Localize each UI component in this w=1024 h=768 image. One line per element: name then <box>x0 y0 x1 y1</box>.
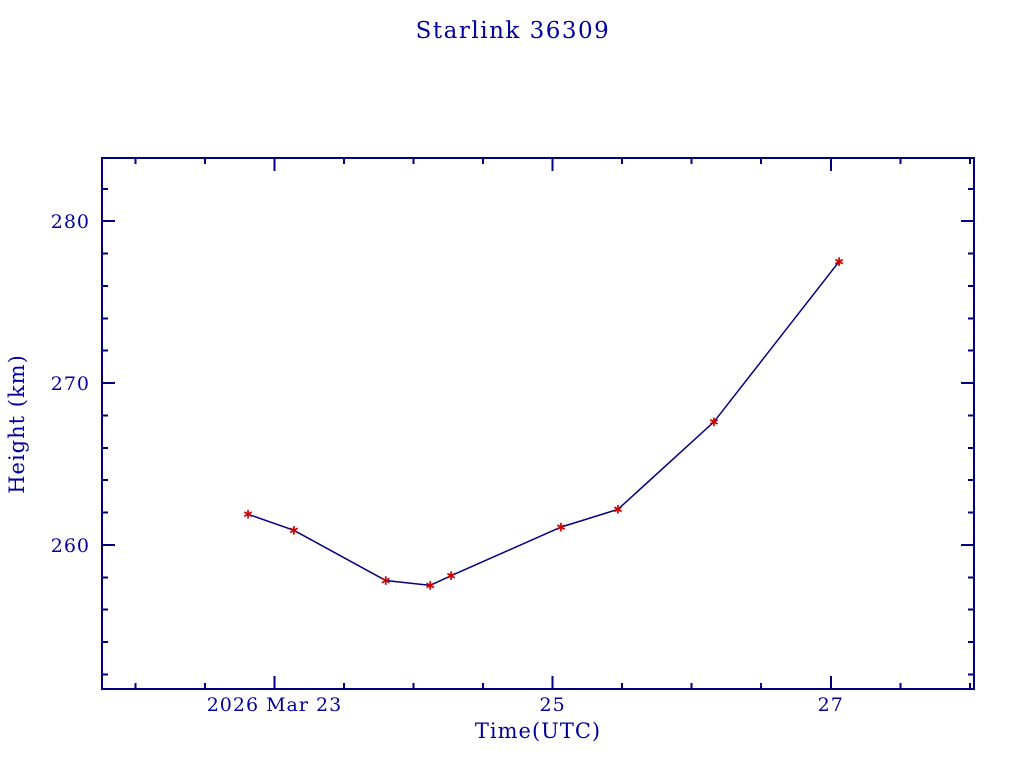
data-point-marker <box>289 527 299 534</box>
x-axis-label: Time(UTC) <box>475 719 601 743</box>
height-data-line <box>247 261 840 587</box>
y-tick-label: 270 <box>51 373 90 395</box>
data-point-marker <box>446 572 456 579</box>
y-axis-label: Height (km) <box>5 354 29 494</box>
data-point-marker <box>556 524 566 530</box>
x-tick-label: 27 <box>818 694 844 716</box>
y-tick-label: 260 <box>51 535 90 557</box>
data-point-marker <box>381 577 390 584</box>
data-point-marker <box>709 418 719 425</box>
data-point-marker <box>834 258 844 265</box>
chart-title: Starlink 36309 <box>416 18 611 44</box>
y-tick-label: 280 <box>51 211 90 233</box>
data-point-marker <box>426 582 435 589</box>
plot-area: 2026 Mar 23 25 27 260 270 280 <box>51 157 975 716</box>
data-point-marker <box>613 506 623 513</box>
x-tick-label: 2026 Mar 23 <box>207 694 342 716</box>
x-tick-label: 25 <box>540 694 566 716</box>
data-point-marker <box>243 511 253 518</box>
plot-border <box>101 157 975 690</box>
